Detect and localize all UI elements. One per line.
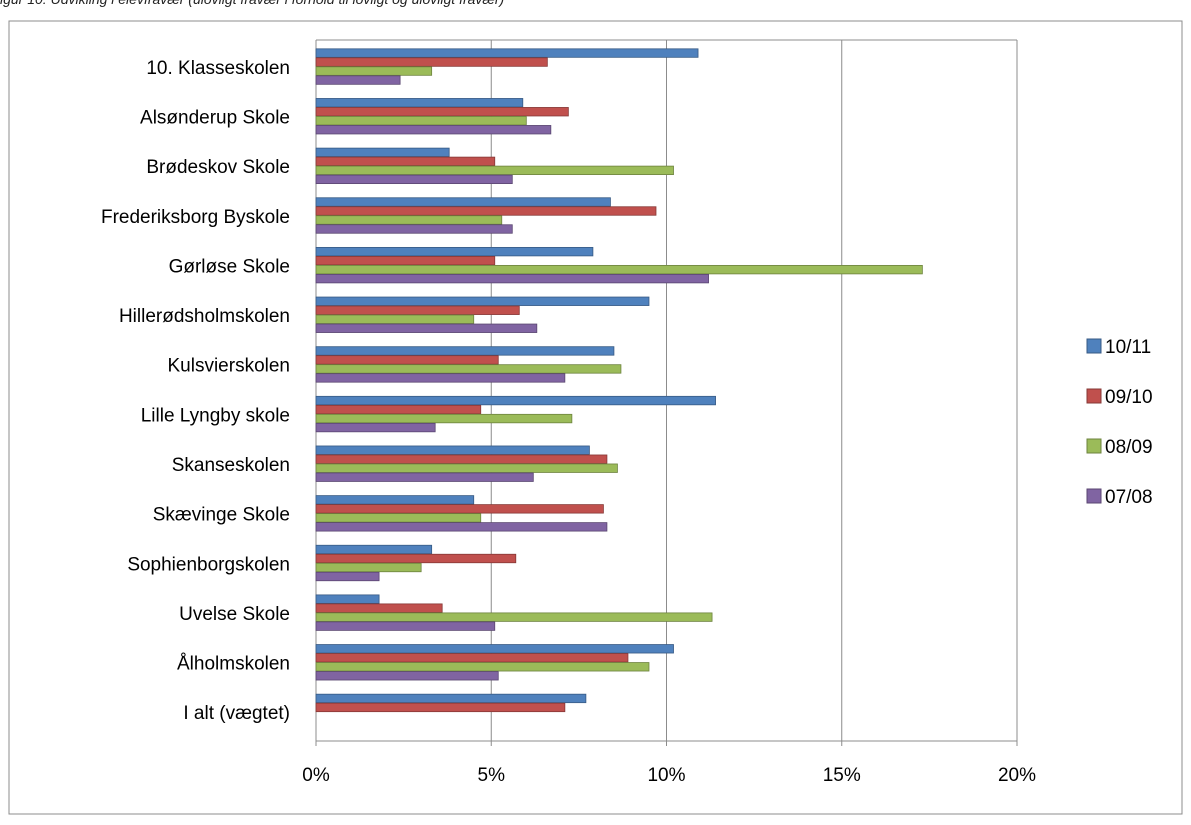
category-labels: 10. Klasseskolen Alsønderup Skole Brødesko… [101,58,290,724]
category-label: Alsønderup Skole [140,107,290,128]
bar [315,495,475,505]
bar [315,693,587,704]
bar [315,653,629,663]
bar [315,125,552,135]
category-label: Gørløse Skole [169,256,290,277]
bar [315,445,590,455]
category-label: 10. Klasseskolen [146,58,290,79]
bar [315,594,380,604]
bar [315,174,513,185]
x-tick-label: 15% [823,765,861,786]
bar [315,314,475,324]
category-label: Kulsvierskolen [168,356,291,377]
bar [315,562,422,573]
legend: 10/11 09/10 08/09 07/08 [1086,337,1153,508]
bar [315,422,436,433]
bar [315,305,520,315]
category-label: Hillerødsholmskolen [119,306,290,327]
bar [315,472,534,482]
bar [315,273,709,284]
bar [315,571,380,582]
legend-swatch [1086,338,1102,354]
chart-frame [8,20,1183,815]
bar [315,413,573,424]
legend-label: 09/10 [1105,387,1153,408]
category-label: I alt (vægtet) [183,703,290,724]
category-label: Lille Lyngby skole [141,405,290,426]
bar [315,66,433,76]
category-label: Ålholmskolen [177,654,290,675]
category-label: Sophienborgskolen [127,554,290,575]
category-label: Brødeskov Skole [146,157,290,178]
bar [315,48,699,58]
bar [315,364,622,374]
bar [315,323,538,333]
category-label: Skanseskolen [172,455,290,476]
x-tick-label: 20% [998,765,1036,786]
bar [315,98,524,108]
bar [315,197,611,207]
bar [315,544,433,555]
bars [315,48,923,713]
bar [315,57,548,67]
bar [315,147,450,158]
x-tick-label: 0% [302,765,330,786]
bar [315,603,443,613]
legend-label: 07/08 [1105,487,1153,508]
figure-caption: igur 10: Udvikling i elevfravær (ulovlig… [0,0,1191,9]
bar [315,255,496,266]
x-tick-label: 10% [647,765,685,786]
bar [315,107,569,117]
bar [315,513,482,523]
bar [315,404,482,415]
bar [315,224,513,234]
bar [315,463,618,473]
bar [315,346,615,356]
legend-swatch [1086,488,1102,504]
legend-swatch [1086,438,1102,454]
bar [315,165,674,176]
category-label: Uvelse Skole [179,604,290,625]
legend-swatch [1086,388,1102,404]
gridlines [315,39,1018,746]
bar [315,504,604,514]
bar [315,75,401,85]
bar [315,296,650,306]
x-tick-labels: 0% 5% 10% 15% 20% [302,765,1036,786]
bar [315,553,517,564]
bar [315,395,716,406]
bar [315,522,608,532]
bar [315,662,650,672]
bar [315,644,674,654]
bar [315,612,713,622]
bar [315,702,566,713]
legend-label: 10/11 [1105,337,1151,358]
bar [315,355,499,365]
category-label: Skævinge Skole [153,505,290,526]
bar [315,215,503,225]
bar [315,373,566,383]
bar [315,206,657,216]
bar [315,671,499,681]
bar [315,264,923,275]
legend-label: 08/09 [1105,437,1153,458]
bar [315,246,594,257]
category-label: Frederiksborg Byskole [101,207,290,228]
bar [315,116,527,126]
x-tick-label: 5% [478,765,506,786]
bar [315,621,496,631]
bar [315,156,496,167]
bar [315,454,608,464]
